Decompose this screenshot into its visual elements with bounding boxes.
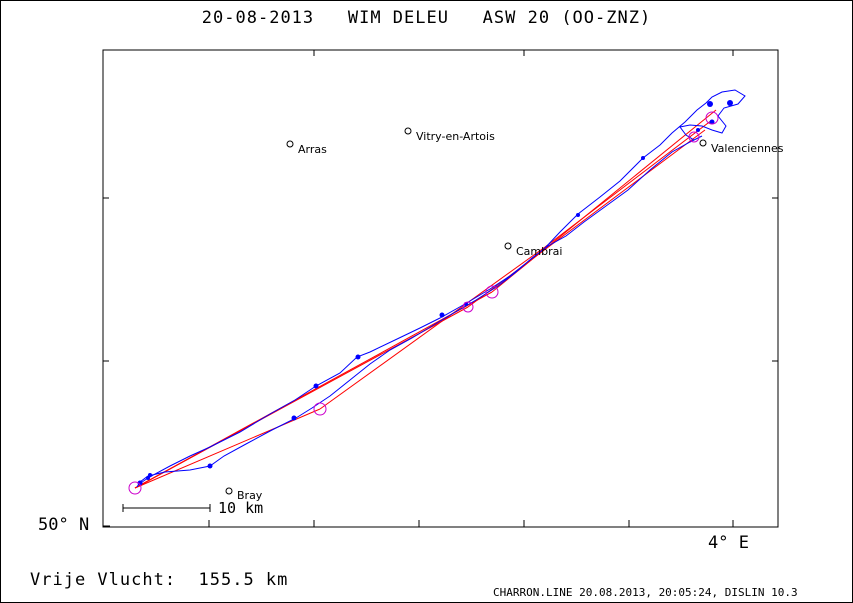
axis-ticks [103,50,778,527]
town-label-bray: Bray [237,489,263,502]
map-title: 20-08-2013 WIM DELEU ASW 20 (OO-ZNZ) [201,8,652,28]
turnpoint-4 [705,111,719,125]
footer-credit: CHARRON.LINE 20.08.2013, 20:05:24, DISLI… [493,586,798,599]
turnpoint-2 [462,301,474,313]
turnpoint-1 [313,402,327,416]
turnpoints [128,111,719,495]
town-marker-bray [225,487,233,495]
track-fixes [137,100,733,486]
scale-label: 10 km [218,499,264,517]
scale-bar [122,504,211,512]
town-label-vitry: Vitry-en-Artois [416,130,495,143]
start-point [128,481,142,495]
longitude-label: 4° E [708,533,749,553]
turnpoint-3 [485,285,499,299]
flight-track [136,89,746,488]
town-markers: Arras Vitry-en-Artois Valenciennes Cambr… [225,127,784,502]
free-flight-distance: Vrije Vlucht: 155.5 km [30,570,289,590]
turnpoint-5 [688,131,700,143]
town-marker-cambrai [504,242,512,250]
town-label-cambrai: Cambrai [516,245,562,258]
plot-border [102,49,779,528]
latitude-label: 50° N [38,515,90,535]
town-marker-arras [286,140,294,148]
town-label-arras: Arras [298,143,327,156]
town-label-valenciennes: Valenciennes [711,142,784,155]
town-marker-valenciennes [699,139,707,147]
town-marker-vitry [404,127,412,135]
task-lines [134,109,717,489]
